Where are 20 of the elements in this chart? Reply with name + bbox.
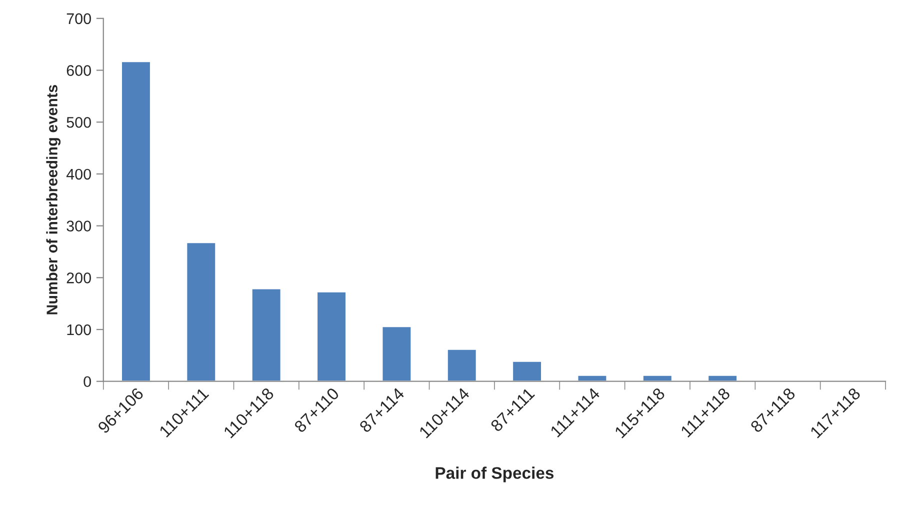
y-tick-label: 200 — [66, 272, 91, 284]
bar — [120, 60, 152, 382]
bar — [642, 374, 673, 382]
y-tick-label: 600 — [66, 65, 91, 76]
y-tick-label: 500 — [66, 116, 91, 128]
y-axis-title: Number of interbreeding events — [46, 85, 61, 314]
bar — [707, 374, 738, 382]
bar — [186, 242, 217, 382]
y-tick-label: 100 — [67, 324, 91, 336]
y-tick-label: 300 — [66, 220, 91, 232]
bar — [381, 326, 412, 382]
y-tick-label: 0 — [84, 376, 91, 388]
bar — [316, 290, 347, 382]
bar — [576, 374, 608, 382]
x-axis-title: Pair of Species — [436, 466, 554, 482]
bar — [250, 288, 282, 382]
y-tick-label: 400 — [66, 168, 91, 180]
bar — [512, 360, 542, 382]
y-tick-label: 700 — [66, 13, 91, 24]
bar — [446, 348, 478, 382]
